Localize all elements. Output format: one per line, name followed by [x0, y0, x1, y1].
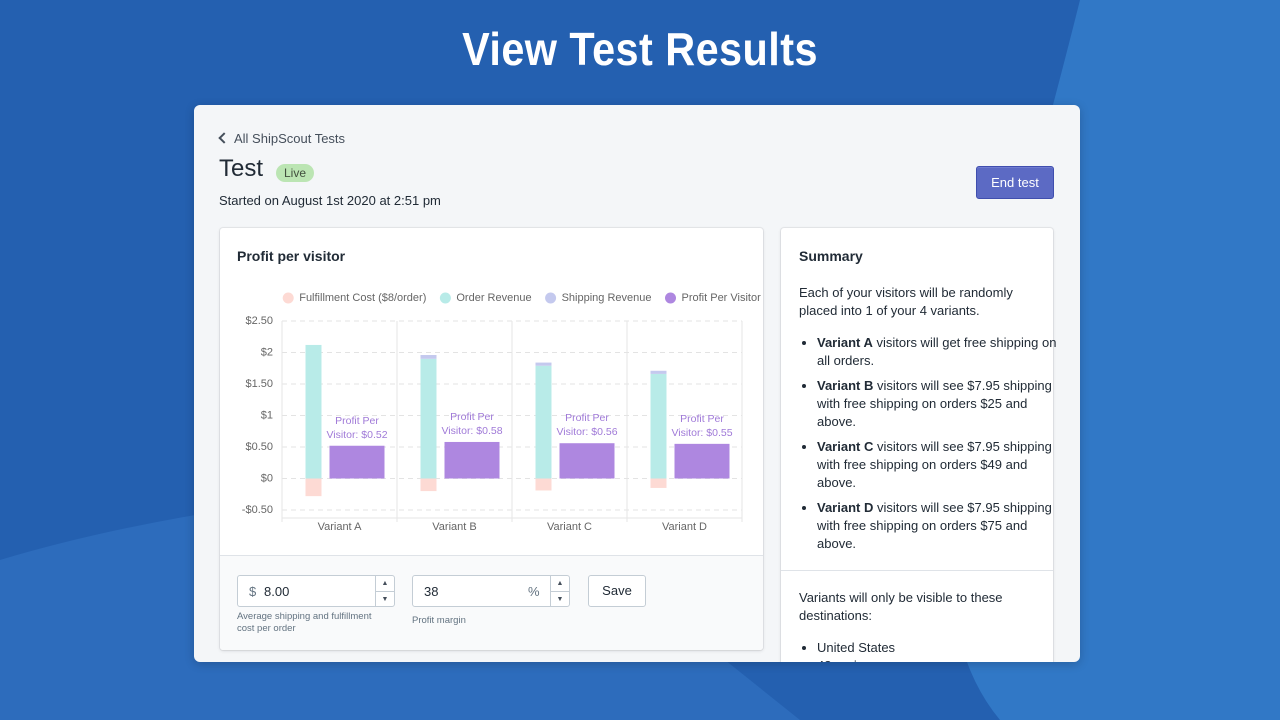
bar: [305, 344, 322, 479]
variant-name: Variant C: [817, 439, 874, 454]
start-date: Started on August 1st 2020 at 2:51 pm: [219, 193, 441, 208]
destination-item: United States: [817, 639, 895, 657]
variant-name: Variant D: [817, 500, 874, 515]
y-tick-label: -$0.50: [242, 504, 273, 516]
y-tick-label: $1.50: [245, 378, 273, 390]
cost-value[interactable]: 8.00: [264, 584, 290, 599]
destinations-intro: Variants will only be visible to these d…: [799, 590, 1003, 623]
data-label: Profit Per Visitor: $0.56: [556, 412, 618, 439]
bar: [535, 478, 552, 491]
chart-settings: $ 8.00 ▲ ▼ Average shipping and fulfillme…: [220, 555, 763, 650]
y-tick-label: $0: [261, 472, 273, 484]
variant-name: Variant B: [817, 378, 874, 393]
chart-area: -$0.50 $0 $0.50 $1 $1.50 $2 $2.50 Fulfillment C…: [220, 228, 763, 555]
x-tick-label: Variant C: [547, 521, 592, 533]
back-link[interactable]: All ShipScout Tests: [218, 131, 346, 146]
destination-list: United States48 regions: [799, 639, 895, 662]
stepper[interactable]: ▲ ▼: [550, 576, 569, 606]
bar: [650, 373, 667, 479]
variant-item: Variant B visitors will see $7.95 shippi…: [817, 377, 1061, 431]
variant-text: visitors will see $7.95 shipping with fr…: [817, 378, 1052, 429]
divider: [781, 570, 1053, 571]
bar: [305, 478, 322, 497]
summary-card: Summary Each of your visitors will be ra…: [781, 228, 1056, 662]
margin-value[interactable]: 38: [424, 584, 439, 599]
x-tick-label: Variant B: [432, 521, 476, 533]
stepper[interactable]: ▲ ▼: [375, 576, 394, 606]
currency-prefix: $: [249, 584, 257, 599]
x-tick-label: Variant D: [662, 521, 707, 533]
percent-suffix: %: [528, 584, 540, 599]
legend-swatch: [665, 292, 676, 304]
variant-name: Variant A: [817, 335, 873, 350]
y-tick-label: $2.50: [245, 315, 273, 327]
legend-label: Profit Per Visitor: [682, 292, 762, 304]
bar: [559, 443, 615, 479]
legend-label: Order Revenue: [456, 292, 531, 304]
x-tick-label: Variant A: [318, 521, 362, 533]
variant-text: visitors will get free shipping on all o…: [817, 335, 1057, 368]
variant-item: Variant A visitors will get free shippin…: [817, 334, 1061, 370]
summary-title: Summary: [799, 248, 863, 264]
margin-help: Profit margin: [412, 615, 466, 626]
bar: [420, 355, 437, 359]
chart-title: Profit per visitor: [237, 248, 346, 264]
variant-text: visitors will see $7.95 shipping with fr…: [817, 500, 1052, 551]
banner-title: View Test Results: [462, 23, 818, 75]
legend-label: Shipping Revenue: [562, 292, 652, 304]
data-label: Profit Per Visitor: $0.55: [671, 412, 733, 439]
legend-swatch: [545, 292, 557, 304]
cost-input[interactable]: $ 8.00 ▲ ▼: [237, 575, 395, 607]
bar: [420, 478, 437, 492]
back-link-text[interactable]: All ShipScout Tests: [234, 131, 346, 146]
margin-input[interactable]: 38 % ▲ ▼: [412, 575, 570, 607]
end-test-button[interactable]: End test: [976, 166, 1054, 199]
variant-item: Variant D visitors will see $7.95 shippi…: [817, 499, 1061, 553]
variant-text: visitors will see $7.95 shipping with fr…: [817, 439, 1052, 490]
bar: [650, 370, 667, 374]
bar: [444, 441, 500, 479]
chart: -$0.50 $0 $0.50 $1 $1.50 $2 $2.50 Fulfillment C…: [242, 292, 762, 533]
page-title: Test: [219, 155, 264, 182]
summary-intro: Each of your visitors will be randomly p…: [799, 285, 1013, 318]
legend: Fulfillment Cost ($8/order) Order Revenue…: [282, 292, 762, 304]
y-tick-label: $0.50: [245, 441, 273, 453]
legend-swatch: [439, 292, 451, 304]
bar: [674, 443, 730, 479]
variant-list: Variant A visitors will get free shippin…: [799, 334, 1061, 560]
destination-item: 48 regions: [817, 657, 895, 662]
variant-item: Variant C visitors will see $7.95 shippi…: [817, 438, 1061, 492]
legend-swatch: [282, 292, 294, 304]
legend-label: Fulfillment Cost ($8/order): [299, 292, 426, 304]
bar: [650, 478, 667, 488]
bar: [329, 445, 385, 479]
y-tick-label: $1: [261, 409, 273, 421]
y-tick-label: $2: [261, 346, 273, 358]
save-button[interactable]: Save: [588, 575, 646, 607]
bar: [535, 362, 552, 366]
chart-card: Profit per visitor -$0.50 $0 $0.50 $1 $1.50 $…: [220, 228, 763, 650]
bar: [535, 365, 552, 479]
main-card: All ShipScout Tests Test Live Started on…: [194, 105, 1080, 662]
status-badge: Live: [276, 164, 315, 182]
cost-help: Average shipping and fulfillment cost pe…: [237, 611, 372, 634]
data-label: Profit Per Visitor: $0.52: [326, 414, 388, 441]
data-label: Profit Per Visitor: $0.58: [441, 410, 503, 437]
bar: [420, 358, 437, 479]
